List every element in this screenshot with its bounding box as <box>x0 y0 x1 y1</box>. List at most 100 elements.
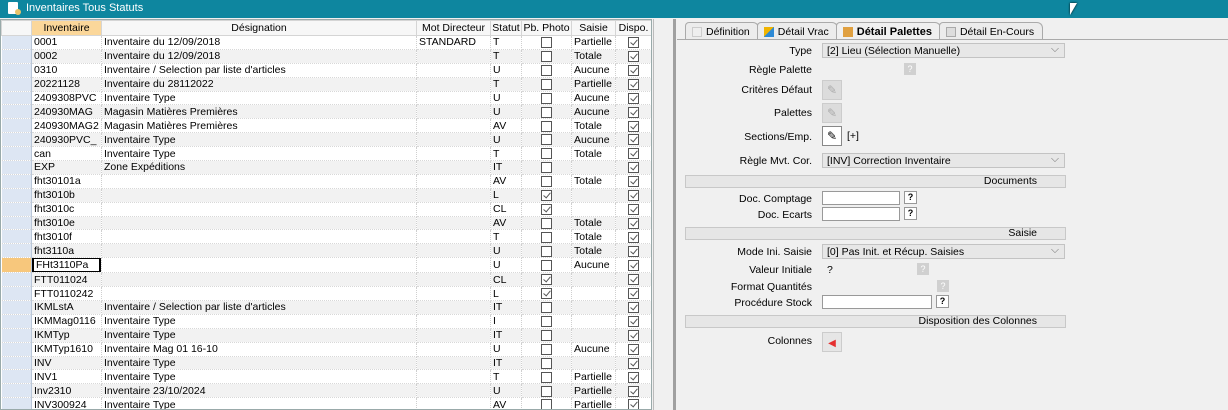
cell-mot-directeur[interactable] <box>416 174 491 189</box>
cell-mot-directeur[interactable] <box>416 91 491 106</box>
cell-mot-directeur[interactable] <box>416 383 491 399</box>
cell-designation[interactable]: Inventaire Mag 01 16-10 <box>101 342 417 357</box>
cell-saisie[interactable]: Aucune <box>571 104 616 120</box>
cell-saisie[interactable] <box>571 160 616 175</box>
table-row[interactable]: Inv2310 Inventaire 23/10/2024 U Partielle <box>1 383 651 399</box>
cell-designation[interactable]: Inventaire Type <box>101 369 417 385</box>
dispo-checkbox[interactable] <box>628 371 639 383</box>
table-row[interactable]: fht3010b L <box>1 188 651 203</box>
cell-saisie[interactable]: Aucune <box>571 91 616 106</box>
cell-statut[interactable]: T <box>490 369 522 385</box>
regle-palette-help-button[interactable]: ? <box>904 63 916 75</box>
cell-designation[interactable]: Inventaire Type <box>101 132 417 148</box>
cell-pb-photo[interactable] <box>521 35 572 50</box>
cell-mot-directeur[interactable] <box>416 118 491 134</box>
pb-photo-checkbox[interactable] <box>541 288 552 300</box>
tab-detail-vrac[interactable]: Détail Vrac <box>756 22 838 39</box>
cell-inventaire[interactable]: 2409308PVC <box>31 91 102 106</box>
cell-pb-photo[interactable] <box>521 174 572 189</box>
cell-pb-photo[interactable] <box>521 243 572 259</box>
mode-ini-saisie-dropdown[interactable]: [0] Pas Init. et Récup. Saisies <box>822 244 1065 259</box>
cell-inventaire[interactable]: fht3010c <box>31 202 102 217</box>
cell-dispo[interactable] <box>615 63 651 78</box>
cell-saisie[interactable]: Totale <box>571 174 616 189</box>
cell-saisie[interactable]: Partielle <box>571 383 616 399</box>
cell-designation[interactable] <box>101 202 417 217</box>
row-selector[interactable] <box>1 202 32 217</box>
cell-saisie[interactable]: Aucune <box>571 132 616 148</box>
dispo-checkbox[interactable] <box>628 92 639 104</box>
cell-dispo[interactable] <box>615 342 651 357</box>
cell-inventaire[interactable]: 0002 <box>31 49 102 64</box>
cell-pb-photo[interactable] <box>521 257 572 274</box>
row-selector[interactable] <box>1 77 32 92</box>
cell-saisie[interactable] <box>571 188 616 203</box>
cell-dispo[interactable] <box>615 328 651 343</box>
cell-dispo[interactable] <box>615 132 651 148</box>
row-selector[interactable] <box>1 356 32 371</box>
criteres-defaut-button[interactable]: ✎ <box>822 80 842 100</box>
palettes-button[interactable]: ✎ <box>822 103 842 123</box>
table-row[interactable]: 0310 Inventaire / Selection par liste d'a… <box>1 63 651 78</box>
row-selector[interactable] <box>1 91 32 106</box>
dispo-checkbox[interactable] <box>628 231 639 243</box>
cell-designation[interactable] <box>101 216 417 231</box>
cell-dispo[interactable] <box>615 49 651 64</box>
cell-saisie[interactable] <box>571 300 616 315</box>
cell-saisie[interactable]: Aucune <box>571 342 616 357</box>
doc-comptage-input[interactable] <box>822 191 900 205</box>
cell-inventaire[interactable]: 0001 <box>31 35 102 50</box>
table-row[interactable]: fht30101a AV Totale <box>1 174 651 189</box>
cell-saisie[interactable] <box>571 314 616 329</box>
cell-mot-directeur[interactable] <box>416 369 491 385</box>
pb-photo-checkbox[interactable] <box>541 78 552 90</box>
dispo-checkbox[interactable] <box>628 385 639 397</box>
cell-pb-photo[interactable] <box>521 118 572 134</box>
cell-inventaire[interactable]: INV <box>31 356 102 371</box>
cell-saisie[interactable] <box>571 286 616 302</box>
cell-dispo[interactable] <box>615 91 651 106</box>
cell-pb-photo[interactable] <box>521 188 572 203</box>
cell-inventaire[interactable]: fht3010e <box>31 216 102 231</box>
cell-statut[interactable]: L <box>490 188 522 203</box>
cell-statut[interactable]: IT <box>490 300 522 315</box>
cell-designation[interactable] <box>101 188 417 203</box>
row-selector[interactable] <box>1 383 32 399</box>
cell-designation[interactable]: Inventaire du 12/09/2018 <box>101 35 417 50</box>
cell-designation[interactable]: Inventaire 23/10/2024 <box>101 383 417 399</box>
pb-photo-checkbox[interactable] <box>541 343 552 355</box>
cell-dispo[interactable] <box>615 369 651 385</box>
cell-dispo[interactable] <box>615 243 651 259</box>
row-selector[interactable] <box>1 35 32 50</box>
pb-photo-checkbox[interactable] <box>541 148 552 160</box>
cell-inventaire[interactable]: 20221128 <box>31 77 102 92</box>
cell-saisie[interactable] <box>571 356 616 371</box>
cell-inventaire[interactable]: FTT011024 <box>31 272 102 288</box>
cell-mot-directeur[interactable] <box>416 202 491 217</box>
cell-inventaire[interactable]: fht3010f <box>31 229 102 245</box>
cell-saisie[interactable]: Totale <box>571 118 616 134</box>
cell-pb-photo[interactable] <box>521 342 572 357</box>
cell-designation[interactable] <box>101 243 417 259</box>
tab-detail-en-cours[interactable]: Détail En-Cours <box>938 22 1044 39</box>
cell-pb-photo[interactable] <box>521 383 572 399</box>
cell-inventaire[interactable]: fht3010b <box>31 188 102 203</box>
cell-statut[interactable]: CL <box>490 202 522 217</box>
cell-inventaire[interactable]: can <box>31 146 102 162</box>
pb-photo-checkbox[interactable] <box>541 37 552 49</box>
cell-dispo[interactable] <box>615 104 651 120</box>
cell-mot-directeur[interactable] <box>416 77 491 92</box>
row-selector[interactable] <box>1 146 32 162</box>
cell-inventaire[interactable]: IKMTyp <box>31 328 102 343</box>
cell-designation[interactable]: Inventaire Type <box>101 328 417 343</box>
pb-photo-checkbox[interactable] <box>541 120 552 132</box>
pb-photo-checkbox[interactable] <box>541 217 552 229</box>
pb-photo-checkbox[interactable] <box>541 92 552 104</box>
cell-dispo[interactable] <box>615 229 651 245</box>
row-selector[interactable] <box>1 174 32 189</box>
cell-dispo[interactable] <box>615 216 651 231</box>
dispo-checkbox[interactable] <box>628 106 639 118</box>
cell-pb-photo[interactable] <box>521 132 572 148</box>
cell-mot-directeur[interactable] <box>416 342 491 357</box>
dispo-checkbox[interactable] <box>628 162 639 174</box>
